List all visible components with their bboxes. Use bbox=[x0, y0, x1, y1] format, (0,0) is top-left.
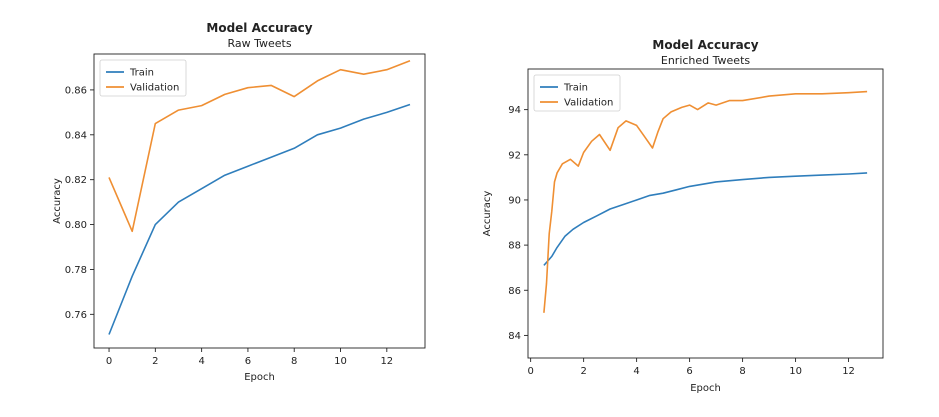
x-tick-label: 12 bbox=[380, 356, 393, 367]
chart-title: Model Accuracy bbox=[652, 38, 758, 52]
y-tick-label: 0.82 bbox=[65, 175, 87, 186]
plot-frame bbox=[527, 68, 884, 359]
x-axis-label: Epoch bbox=[244, 372, 275, 383]
y-tick-label: 94 bbox=[508, 105, 521, 116]
x-tick-label: 8 bbox=[291, 356, 297, 367]
x-tick-label: 4 bbox=[633, 366, 639, 377]
x-tick-label: 2 bbox=[580, 366, 586, 377]
y-tick-label: 0.84 bbox=[65, 130, 87, 141]
x-tick-label: 10 bbox=[789, 366, 802, 377]
series-line-validation bbox=[543, 90, 868, 313]
chart-title: Model Accuracy bbox=[206, 21, 312, 35]
y-tick-label: 0.80 bbox=[65, 220, 87, 231]
x-axis-label: Epoch bbox=[690, 383, 721, 394]
x-tick-label: 12 bbox=[842, 366, 855, 377]
chart-panel-2: Model Accuracy Enriched Tweets 0 2 4 6 8 10 12 84… bbox=[482, 38, 884, 394]
x-tick-label: 8 bbox=[739, 366, 745, 377]
y-tick-label: 90 bbox=[508, 195, 521, 206]
y-tick-label: 0.86 bbox=[65, 85, 87, 96]
x-tick-label: 0 bbox=[106, 356, 112, 367]
chart-subtitle: Enriched Tweets bbox=[661, 54, 751, 67]
x-tick-label: 4 bbox=[198, 356, 204, 367]
y-tick-label: 0.76 bbox=[65, 310, 87, 321]
y-tick-label: 86 bbox=[508, 286, 521, 297]
plot-frame bbox=[93, 53, 426, 349]
legend-label-validation: Validation bbox=[130, 83, 179, 94]
x-tick-label: 10 bbox=[334, 356, 347, 367]
chart-panel-1: Model Accuracy Raw Tweets 0 2 4 6 8 10 12 0.76 0.7… bbox=[52, 21, 426, 383]
x-tick-label: 6 bbox=[245, 356, 251, 367]
series-line-train bbox=[543, 172, 868, 266]
x-tick-label: 6 bbox=[686, 366, 692, 377]
legend-label-train: Train bbox=[563, 83, 588, 94]
x-tick-label: 0 bbox=[527, 366, 533, 377]
series-line-train bbox=[108, 103, 411, 335]
y-tick-label: 88 bbox=[508, 241, 521, 252]
legend-label-validation: Validation bbox=[564, 98, 613, 109]
chart-subtitle: Raw Tweets bbox=[227, 37, 291, 50]
y-tick-label: 92 bbox=[508, 150, 521, 161]
x-tick-label: 2 bbox=[152, 356, 158, 367]
legend-label-train: Train bbox=[129, 68, 154, 79]
y-tick-label: 84 bbox=[508, 331, 521, 342]
y-tick-label: 0.78 bbox=[65, 265, 87, 276]
y-axis-label: Accuracy bbox=[52, 178, 63, 224]
series-line-validation bbox=[108, 59, 411, 233]
y-axis-label: Accuracy bbox=[482, 191, 493, 237]
